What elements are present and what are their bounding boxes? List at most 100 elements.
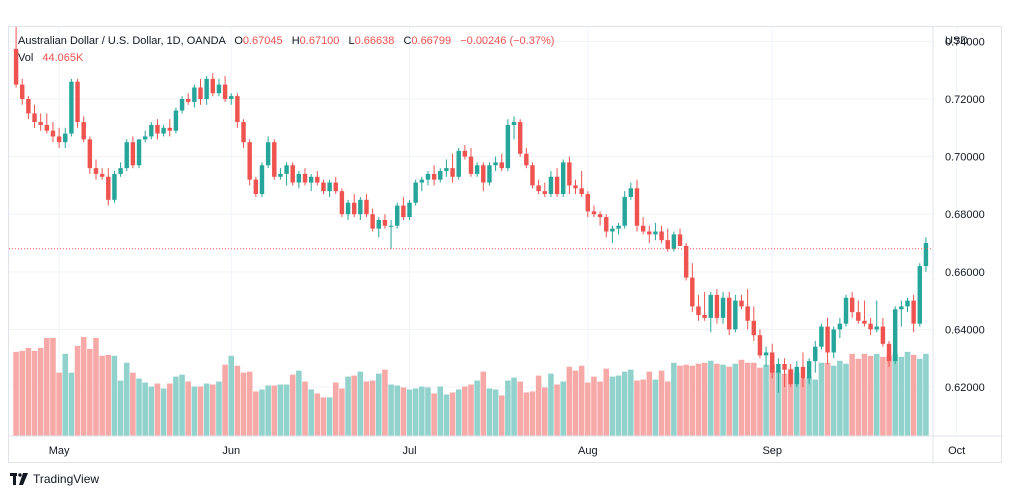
volume-bar (296, 370, 302, 436)
volume-bar (732, 363, 739, 436)
volume-bar (664, 381, 671, 436)
candle-body (106, 176, 111, 200)
candle-body (585, 194, 591, 212)
candle-body (161, 127, 166, 134)
candle-body (751, 320, 757, 336)
candle-body (253, 179, 259, 195)
candle-body (892, 309, 898, 362)
volume-bar (357, 371, 364, 436)
candle-body (604, 217, 609, 232)
candle-body (413, 182, 418, 203)
volume-bar (302, 381, 308, 436)
candle-body (917, 266, 922, 324)
volume-bar (351, 375, 357, 436)
volume-label[interactable]: Vol (18, 52, 34, 64)
volume-bar (363, 381, 370, 436)
candle-body (511, 122, 517, 125)
volume-bar (843, 363, 849, 436)
volume-bar (37, 347, 44, 436)
volume-bar (591, 376, 597, 436)
volume-bar (283, 384, 290, 436)
price-axis[interactable]: 0.74000 0.72000 0.70000 0.68000 0.66000 0.640… (945, 36, 985, 394)
x-tick-label: May (49, 445, 70, 457)
volume-bar (123, 362, 130, 436)
volume-bar (277, 384, 284, 436)
candle-body (185, 99, 191, 102)
volume-bar (19, 350, 25, 436)
candle-body (222, 84, 228, 100)
candle-body (20, 84, 25, 100)
candle-body (868, 323, 873, 330)
volume-bar (787, 368, 794, 436)
y-tick-label: 0.62000 (945, 382, 985, 394)
tradingview-logo[interactable]: TradingView (10, 472, 99, 486)
y-tick-label: 0.64000 (945, 324, 985, 336)
candle-body (241, 122, 246, 143)
volume-bar (806, 377, 812, 436)
volume-bar (775, 370, 782, 436)
candle-body (351, 202, 357, 215)
volume-bar (56, 372, 62, 436)
candle-body (296, 173, 302, 183)
candle-body (75, 81, 80, 123)
volume-bar (714, 363, 720, 436)
candle-body (456, 150, 461, 177)
candle-body (634, 188, 640, 226)
candle-body (358, 199, 363, 215)
candle-body (782, 363, 787, 370)
volume-bar (425, 387, 431, 436)
volume-bar (240, 372, 247, 436)
candle-body (388, 225, 394, 227)
volume-bar (757, 367, 763, 436)
volume-bar (216, 381, 222, 436)
volume-bar (179, 374, 185, 436)
candle-body (517, 122, 523, 154)
volume-bar (609, 376, 616, 436)
candle-body (739, 300, 744, 307)
volume-bar (234, 365, 241, 436)
candle-body (837, 323, 843, 330)
volume-bar (87, 348, 93, 436)
currency-label[interactable]: USD (945, 35, 969, 47)
candle-body (714, 294, 720, 318)
time-axis[interactable]: MayJunJulAugSepOctNov (49, 445, 1003, 457)
volume-bar (751, 362, 757, 436)
candle-body (481, 165, 486, 183)
candle-body (192, 87, 197, 102)
volume-bar (707, 360, 714, 436)
price-chart[interactable]: 0.74000 0.72000 0.70000 0.68000 0.66000 0.640… (9, 27, 1003, 464)
candle-body (425, 173, 431, 180)
symbol-title[interactable]: Australian Dollar / U.S. Dollar, 1D, OAN… (18, 35, 226, 47)
volume-bar (210, 384, 216, 436)
candle-body (524, 153, 529, 166)
candle-body (923, 243, 929, 267)
volume-bar (160, 388, 167, 436)
candle-body (561, 162, 566, 195)
low-value: 0.66638 (354, 35, 395, 47)
volume-bar (566, 366, 573, 436)
volume-bar (412, 388, 419, 436)
volume-bar (603, 368, 610, 436)
candle-body (204, 78, 209, 100)
candle-body (610, 228, 615, 232)
volume-bar (695, 363, 702, 436)
chart-frame[interactable]: 0.74000 0.72000 0.70000 0.68000 0.66000 0.640… (8, 26, 1003, 464)
volume-bar (468, 384, 474, 436)
volume-bar (658, 370, 665, 436)
volume-bar (517, 381, 523, 436)
candle-body (468, 156, 474, 174)
volume-bar (332, 382, 339, 436)
candle-body (886, 343, 892, 362)
volume-bar (13, 351, 19, 436)
volume-bar (222, 364, 228, 436)
volume-bar (683, 364, 689, 436)
volume-bar (578, 365, 585, 436)
candle-body (339, 191, 345, 215)
candle-body (229, 96, 234, 100)
volume-bar (505, 380, 511, 436)
volume-bar (289, 374, 296, 436)
volume-bar (474, 380, 480, 436)
candle-body (862, 320, 867, 324)
brand-name: TradingView (33, 472, 100, 486)
candle-body (50, 130, 56, 137)
